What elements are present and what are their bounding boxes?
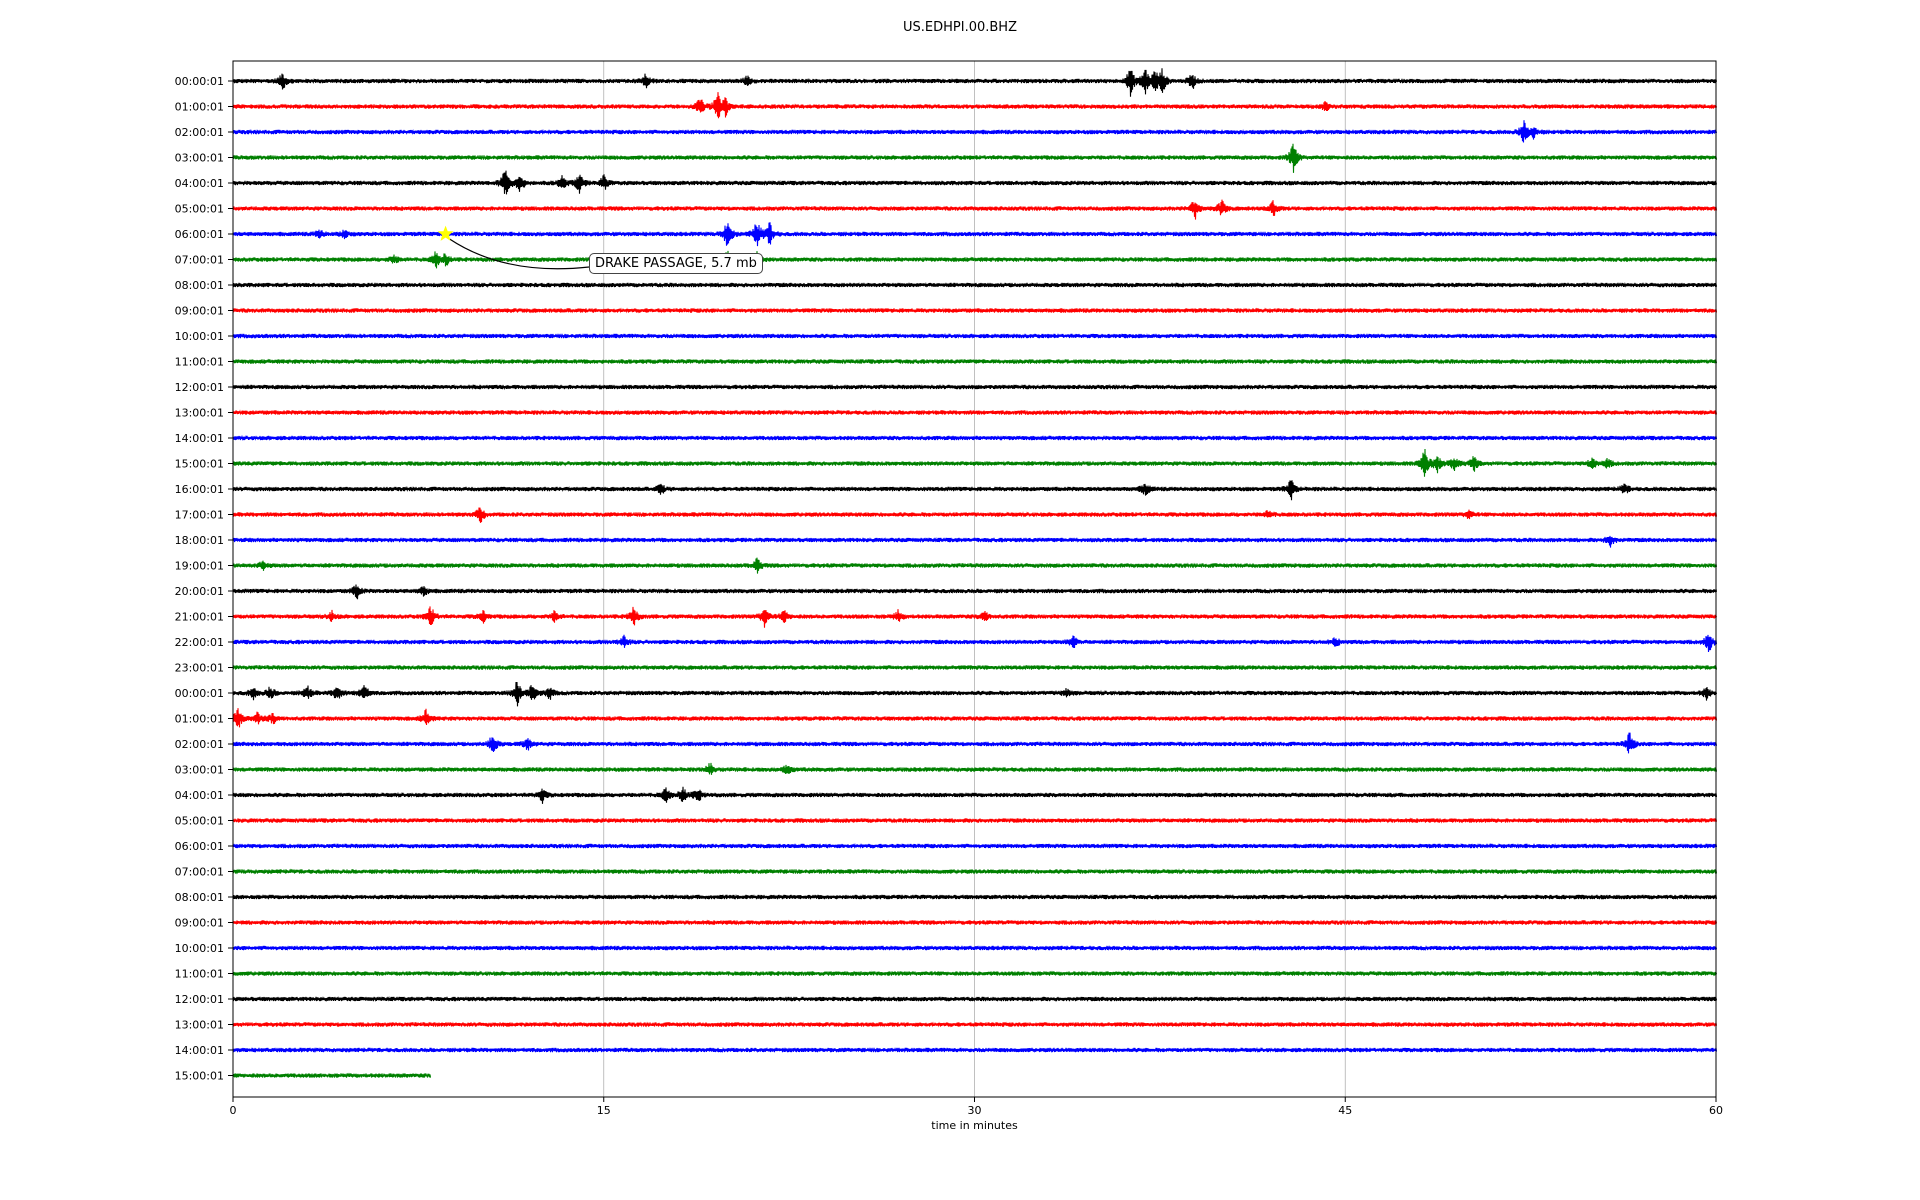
y-tick-label-5: 05:00:01 <box>175 203 224 216</box>
annotation-group <box>437 225 590 270</box>
trace-row-1 <box>232 92 1718 119</box>
trace-row-29 <box>232 817 1718 824</box>
y-tick-label-24: 00:00:01 <box>175 687 224 700</box>
x-tick-label-4: 60 <box>1709 1104 1723 1117</box>
trace-row-19 <box>232 557 1718 574</box>
y-tick-label-20: 20:00:01 <box>175 585 224 598</box>
plot-frame <box>232 60 1717 1098</box>
y-tick-label-3: 03:00:01 <box>175 152 224 165</box>
trace-row-11 <box>232 358 1718 365</box>
y-tick-label-27: 03:00:01 <box>175 764 224 777</box>
y-tick-label-19: 19:00:01 <box>175 560 224 573</box>
trace-row-21 <box>232 606 1718 628</box>
trace-row-9 <box>232 307 1718 314</box>
trace-row-25 <box>232 708 1718 728</box>
trace-row-13 <box>232 409 1718 416</box>
y-tick-label-7: 07:00:01 <box>175 254 224 267</box>
y-tick-label-1: 01:00:01 <box>175 101 224 114</box>
annotation-connector <box>449 238 590 270</box>
y-tick-label-23: 23:00:01 <box>175 662 224 675</box>
y-tick-label-10: 10:00:01 <box>175 330 224 343</box>
y-tick-label-37: 13:00:01 <box>175 1019 224 1032</box>
y-tick-label-26: 02:00:01 <box>175 738 224 751</box>
trace-row-39 <box>232 1072 432 1079</box>
y-ticks: 00:00:01 01:00:01 02:00:01 03:00:01 04:00:01… <box>175 75 233 1083</box>
trace-row-14 <box>232 434 1718 442</box>
y-tick-label-4: 04:00:01 <box>175 177 224 190</box>
trace-row-12 <box>232 383 1718 391</box>
trace-group <box>232 68 1718 1079</box>
y-tick-label-38: 14:00:01 <box>175 1044 224 1057</box>
trace-row-30 <box>232 842 1718 850</box>
trace-row-8 <box>232 281 1718 289</box>
trace-row-23 <box>232 664 1718 671</box>
y-tick-label-17: 17:00:01 <box>175 509 224 522</box>
trace-row-17 <box>232 507 1718 523</box>
y-tick-label-39: 15:00:01 <box>175 1070 224 1083</box>
trace-row-31 <box>232 868 1718 875</box>
y-tick-label-21: 21:00:01 <box>175 611 224 624</box>
trace-row-34 <box>232 944 1718 952</box>
trace-row-35 <box>232 970 1718 977</box>
y-tick-label-6: 06:00:01 <box>175 228 224 241</box>
x-ticks: 0 15 30 45 60 <box>230 1097 1723 1117</box>
y-tick-label-22: 22:00:01 <box>175 636 224 649</box>
y-tick-label-14: 14:00:01 <box>175 432 224 445</box>
y-tick-label-11: 11:00:01 <box>175 356 224 369</box>
trace-row-3 <box>232 143 1718 173</box>
trace-row-4 <box>232 170 1718 195</box>
trace-row-18 <box>232 535 1718 548</box>
y-tick-label-36: 12:00:01 <box>175 993 224 1006</box>
trace-row-37 <box>232 1021 1718 1028</box>
y-tick-label-31: 07:00:01 <box>175 866 224 879</box>
trace-row-22 <box>232 634 1718 653</box>
trace-row-16 <box>232 480 1718 501</box>
trace-row-0 <box>232 68 1718 97</box>
y-tick-label-32: 08:00:01 <box>175 891 224 904</box>
event-annotation-label: DRAKE PASSAGE, 5.7 mb <box>589 253 763 274</box>
trace-row-26 <box>232 732 1718 754</box>
y-tick-label-28: 04:00:01 <box>175 789 224 802</box>
y-tick-label-18: 18:00:01 <box>175 534 224 547</box>
x-tick-label-2: 30 <box>968 1104 982 1117</box>
trace-row-7 <box>232 250 1718 269</box>
y-tick-label-13: 13:00:01 <box>175 407 224 420</box>
y-tick-label-0: 00:00:01 <box>175 75 224 88</box>
y-tick-label-33: 09:00:01 <box>175 917 224 930</box>
trace-row-33 <box>232 919 1718 926</box>
trace-row-28 <box>232 786 1718 804</box>
y-tick-label-15: 15:00:01 <box>175 458 224 471</box>
y-tick-label-8: 08:00:01 <box>175 279 224 292</box>
trace-row-27 <box>232 762 1718 775</box>
trace-row-6 <box>232 222 1718 247</box>
trace-row-5 <box>232 199 1718 220</box>
y-tick-label-30: 06:00:01 <box>175 840 224 853</box>
chart-title: US.EDHPI.00.BHZ <box>903 20 1017 35</box>
trace-row-38 <box>232 1046 1718 1054</box>
y-tick-label-34: 10:00:01 <box>175 942 224 955</box>
x-tick-label-1: 15 <box>597 1104 611 1117</box>
trace-row-36 <box>232 995 1718 1003</box>
trace-row-10 <box>232 332 1718 340</box>
event-star-marker <box>437 225 454 241</box>
x-tick-label-0: 0 <box>230 1104 237 1117</box>
y-tick-label-35: 11:00:01 <box>175 968 224 981</box>
y-tick-label-12: 12:00:01 <box>175 381 224 394</box>
trace-row-24 <box>232 681 1718 707</box>
trace-row-20 <box>232 584 1718 600</box>
y-tick-label-25: 01:00:01 <box>175 713 224 726</box>
grid-lines <box>603 61 1346 1097</box>
trace-row-32 <box>232 893 1718 901</box>
y-tick-label-9: 09:00:01 <box>175 305 224 318</box>
x-tick-label-3: 45 <box>1338 1104 1352 1117</box>
trace-row-2 <box>232 120 1718 143</box>
y-tick-label-29: 05:00:01 <box>175 815 224 828</box>
trace-row-15 <box>232 448 1718 477</box>
x-axis-label: time in minutes <box>931 1119 1018 1132</box>
y-tick-label-2: 02:00:01 <box>175 126 224 139</box>
y-tick-label-16: 16:00:01 <box>175 483 224 496</box>
